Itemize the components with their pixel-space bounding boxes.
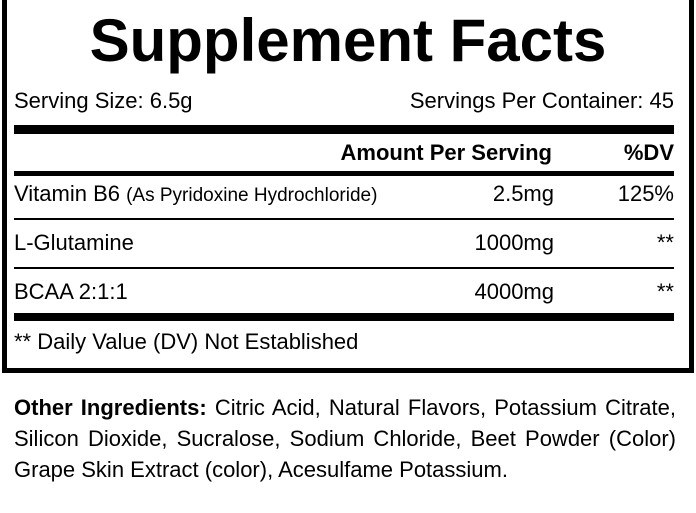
other-ingredients-text: Citric Acid, Natural Flavors, Potassium … [14,395,676,482]
nutrient-name: Vitamin B6 [14,181,120,206]
servings-per-container: Servings Per Container: 45 [409,88,674,113]
nutrient-note: (As Pyridoxine Hydrochloride) [126,185,378,206]
other-ingredients-label: Other Ingredients: [14,395,207,420]
nutrient-dv: 125% [617,181,674,206]
nutrient-amount: 4000mg [474,279,554,304]
divider [14,267,674,269]
divider [14,218,674,220]
nutrient-name: BCAA 2:1:1 [14,279,128,304]
thick-divider [14,125,674,134]
serving-size: Serving Size: 6.5g [14,88,193,113]
other-ingredients: Other Ingredients: Citric Acid, Natural … [14,392,676,485]
nutrient-dv: ** [656,279,674,304]
thick-divider [14,313,674,321]
nutrient-name: L-Glutamine [14,230,134,255]
nutrient-dv: ** [656,230,674,255]
dv-header: %DV [623,140,674,165]
nutrient-amount: 1000mg [474,230,554,255]
supplement-facts-panel [2,0,694,373]
nutrient-amount: 2.5mg [492,181,554,206]
amount-header: Amount Per Serving [340,140,552,165]
divider [14,171,674,176]
panel-title: Supplement Facts [89,7,607,74]
